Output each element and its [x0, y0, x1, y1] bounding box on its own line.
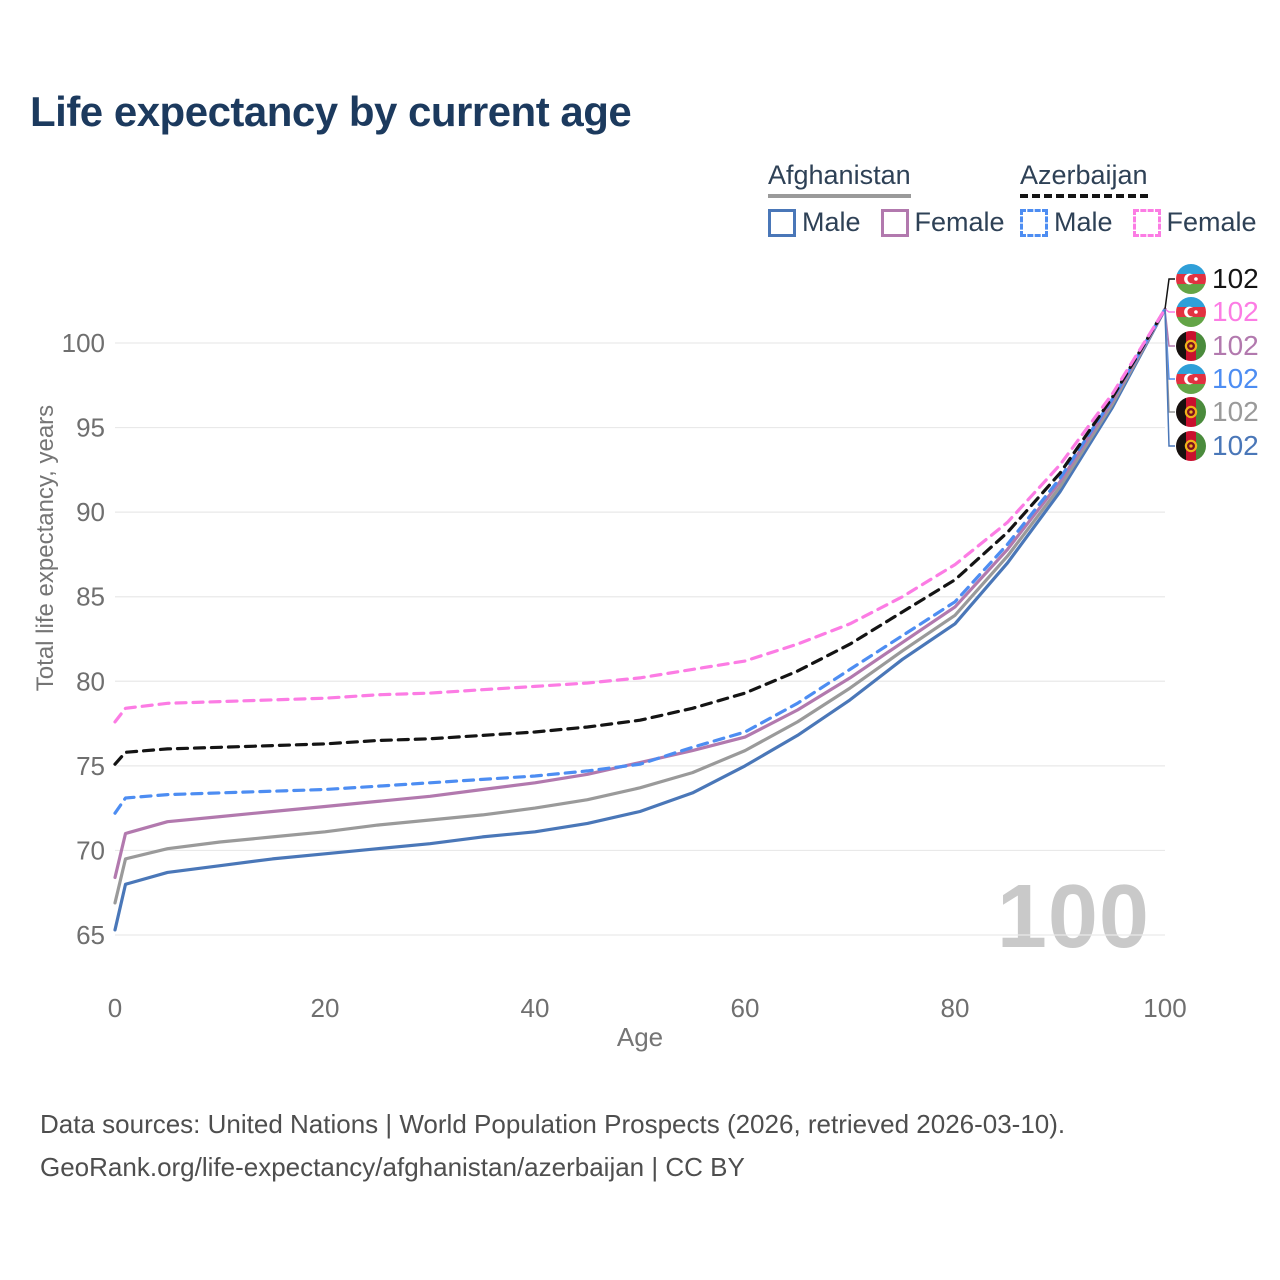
footer-data-sources: Data sources: United Nations | World Pop… — [40, 1109, 1066, 1139]
end-value-label-afghanistan-female: 102 — [1212, 330, 1259, 361]
leader-line-afghanistan-male — [1164, 309, 1175, 447]
legend-item-afghanistan-female[interactable]: Female — [880, 207, 1005, 238]
y-axis-title: Total life expectancy, years — [32, 404, 59, 692]
legend-swatch-azerbaijan-male-icon — [1020, 208, 1048, 237]
x-axis-title: Age — [616, 1022, 664, 1052]
legend-country-afghanistan: Afghanistan — [768, 160, 911, 198]
x-tick-label: 0 — [108, 993, 122, 1023]
series-line-afghanistan-total[interactable] — [113, 307, 1167, 905]
series-line-afghanistan-female[interactable] — [113, 307, 1167, 880]
legend-label-afghanistan-female: Female — [914, 207, 1005, 237]
end-value-label-azerbaijan-total: 102 — [1212, 263, 1259, 294]
end-value-label-azerbaijan-male: 102 — [1212, 363, 1259, 394]
legend-item-azerbaijan-male[interactable]: Male — [1020, 207, 1113, 238]
y-tick-label: 100 — [62, 328, 105, 358]
leader-line-azerbaijan-female — [1164, 308, 1175, 313]
y-tick-label: 65 — [76, 920, 105, 950]
x-tick-label: 60 — [731, 993, 760, 1023]
x-tick-label: 40 — [521, 993, 550, 1023]
legend-swatch-afghanistan-female-icon — [880, 208, 909, 237]
legend-country-azerbaijan: Azerbaijan — [1020, 160, 1148, 198]
legend-swatch-azerbaijan-female-icon — [1132, 208, 1161, 237]
legend-group-afghanistan: Afghanistan Male Female — [768, 160, 1005, 238]
flag-azerbaijan-icon — [1176, 264, 1206, 294]
flag-afghanistan-icon — [1176, 397, 1206, 427]
legend-swatch-afghanistan-male-icon — [768, 208, 796, 237]
flag-azerbaijan-icon — [1176, 297, 1206, 327]
x-tick-label: 20 — [311, 993, 340, 1023]
chart-title: Life expectancy by current age — [30, 88, 632, 135]
age-counter-watermark: 100 — [996, 867, 1150, 967]
legend-item-azerbaijan-female[interactable]: Female — [1132, 207, 1257, 238]
y-tick-label: 85 — [76, 582, 105, 612]
end-value-label-azerbaijan-female: 102 — [1212, 296, 1259, 327]
series-line-azerbaijan-male[interactable] — [113, 307, 1167, 815]
x-tick-label: 100 — [1143, 993, 1186, 1023]
legend-label-azerbaijan-male: Male — [1054, 207, 1113, 237]
footer: Data sources: United Nations | World Pop… — [40, 1103, 1065, 1189]
y-tick-label: 70 — [76, 835, 105, 865]
flag-afghanistan-icon — [1176, 331, 1206, 361]
series-line-azerbaijan-female[interactable] — [113, 307, 1167, 724]
series-line-afghanistan-male[interactable] — [113, 307, 1167, 932]
footer-attribution: GeoRank.org/life-expectancy/afghanistan/… — [40, 1152, 745, 1182]
x-tick-label: 80 — [941, 993, 970, 1023]
legend-label-azerbaijan-female: Female — [1166, 207, 1257, 237]
legend-group-azerbaijan: Azerbaijan Male Female — [1020, 160, 1257, 238]
flag-afghanistan-icon — [1176, 431, 1206, 461]
y-tick-label: 95 — [76, 413, 105, 443]
legend-item-afghanistan-male[interactable]: Male — [768, 207, 861, 238]
flag-azerbaijan-icon — [1176, 364, 1206, 394]
y-tick-label: 75 — [76, 751, 105, 781]
series-line-azerbaijan-total[interactable] — [113, 307, 1167, 766]
leader-line-azerbaijan-total — [1164, 278, 1175, 310]
y-tick-label: 80 — [76, 666, 105, 696]
end-value-label-afghanistan-male: 102 — [1212, 430, 1259, 461]
end-value-label-afghanistan-total: 102 — [1212, 396, 1259, 427]
legend-label-afghanistan-male: Male — [802, 207, 861, 237]
y-tick-label: 90 — [76, 497, 105, 527]
